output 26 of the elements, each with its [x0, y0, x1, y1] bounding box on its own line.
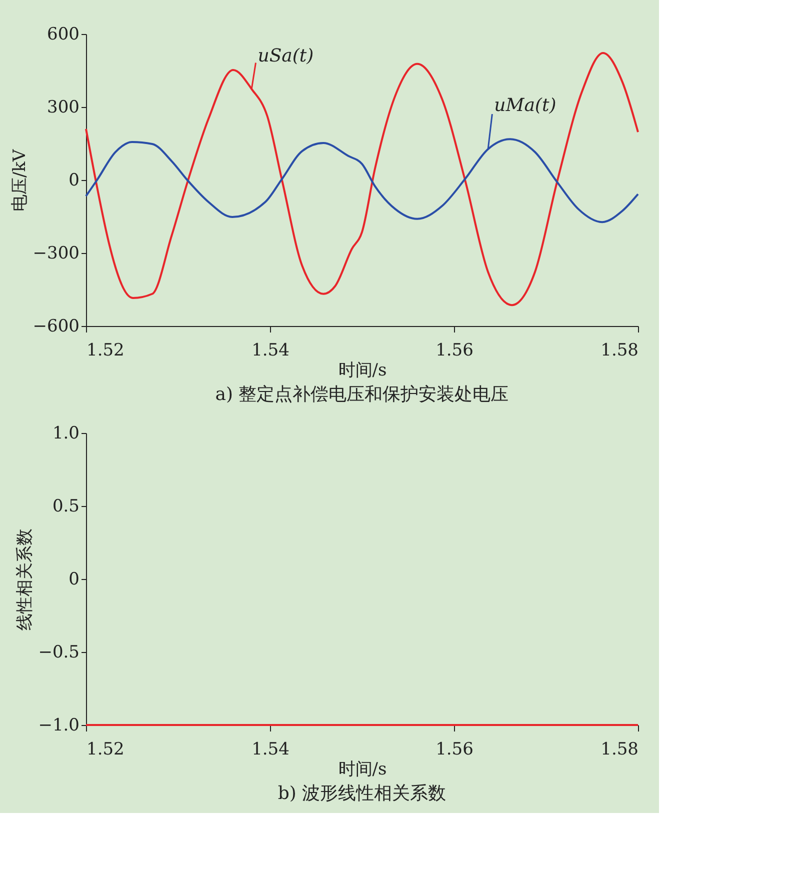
- x-tick-label: 1.52: [86, 340, 124, 360]
- y-tick-label: −1.0: [38, 716, 80, 736]
- y-tick-label: 600: [47, 24, 80, 44]
- x-tick-label: 1.56: [436, 740, 474, 760]
- series-label: uMa(t): [494, 95, 556, 116]
- y-tick-label: −300: [32, 244, 80, 264]
- x-axis-title: 时间/s: [338, 760, 387, 780]
- x-tick-label: 1.56: [436, 340, 474, 360]
- x-axis-title: 时间/s: [338, 360, 387, 380]
- y-axis-title: 线性相关系数: [15, 528, 36, 630]
- y-tick-label: 0: [68, 570, 80, 590]
- x-tick-label: 1.54: [252, 740, 290, 760]
- text: b) 波形线性相关系数: [278, 783, 446, 804]
- y-tick-label: 1.0: [52, 424, 80, 444]
- y-tick-label: 0: [68, 170, 80, 190]
- x-tick-label: 1.54: [252, 340, 290, 360]
- y-tick-label: −0.5: [38, 642, 80, 662]
- y-tick-label: 0.5: [52, 496, 80, 516]
- y-axis-title: 电压/kV: [10, 148, 30, 212]
- text: a) 整定点补偿电压和保护安装处电压: [215, 384, 509, 405]
- series-label: uSa(t): [258, 46, 314, 67]
- x-tick-label: 1.52: [86, 740, 124, 760]
- x-tick-label: 1.58: [600, 740, 638, 760]
- y-tick-label: −600: [32, 316, 80, 336]
- y-tick-label: 300: [47, 98, 80, 118]
- x-tick-label: 1.58: [600, 340, 638, 360]
